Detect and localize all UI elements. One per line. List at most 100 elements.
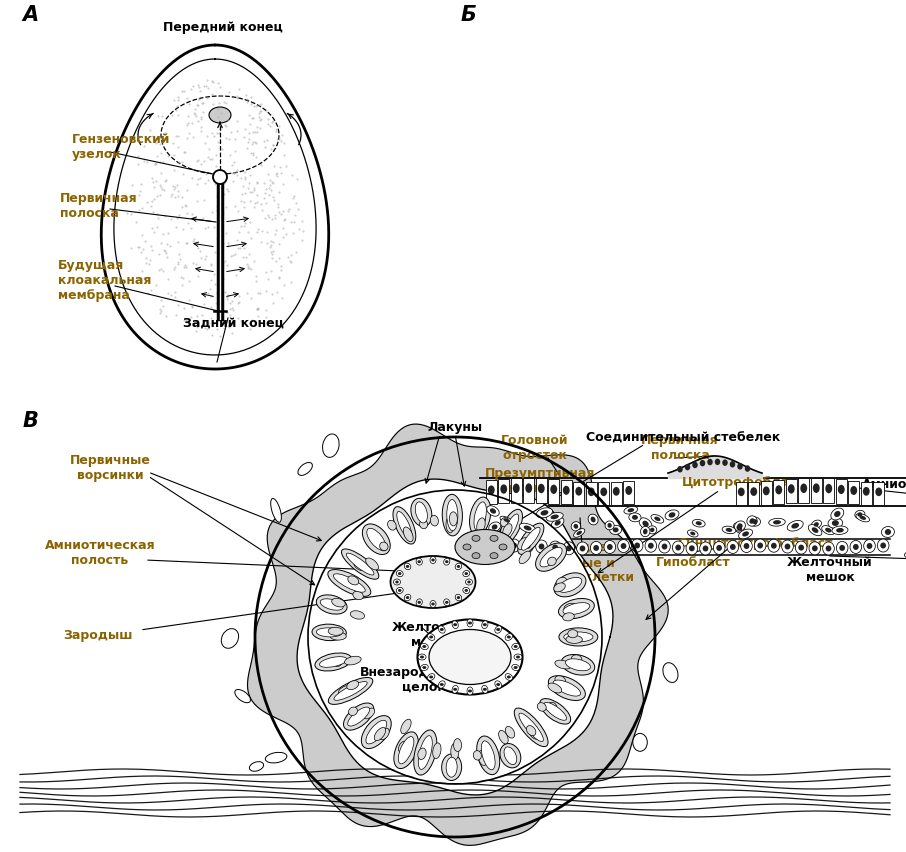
Ellipse shape	[447, 500, 458, 531]
Ellipse shape	[539, 544, 545, 550]
Ellipse shape	[750, 487, 757, 497]
FancyBboxPatch shape	[561, 481, 572, 504]
Ellipse shape	[343, 703, 374, 730]
Ellipse shape	[851, 486, 857, 495]
Ellipse shape	[535, 540, 547, 553]
Ellipse shape	[665, 510, 679, 521]
Ellipse shape	[548, 676, 585, 700]
Ellipse shape	[418, 654, 426, 660]
Ellipse shape	[499, 509, 523, 546]
Ellipse shape	[834, 511, 841, 517]
Ellipse shape	[439, 626, 445, 633]
Ellipse shape	[422, 666, 427, 669]
FancyBboxPatch shape	[548, 480, 559, 504]
Ellipse shape	[856, 514, 870, 522]
Ellipse shape	[618, 540, 630, 553]
Circle shape	[309, 492, 601, 783]
Ellipse shape	[415, 503, 428, 523]
Ellipse shape	[812, 545, 818, 552]
Ellipse shape	[429, 636, 433, 639]
Ellipse shape	[500, 485, 507, 494]
Ellipse shape	[692, 462, 698, 469]
Ellipse shape	[320, 657, 347, 667]
Ellipse shape	[400, 719, 411, 734]
Ellipse shape	[506, 727, 515, 738]
Text: Гензеновский
узелок: Гензеновский узелок	[72, 133, 170, 161]
Ellipse shape	[477, 514, 486, 525]
Ellipse shape	[568, 630, 578, 638]
FancyBboxPatch shape	[511, 478, 522, 504]
Ellipse shape	[577, 543, 588, 556]
Ellipse shape	[445, 602, 448, 604]
Ellipse shape	[477, 736, 500, 774]
Ellipse shape	[563, 486, 570, 495]
Ellipse shape	[825, 546, 832, 552]
Ellipse shape	[752, 520, 757, 525]
Ellipse shape	[540, 699, 571, 724]
Ellipse shape	[554, 521, 561, 526]
Ellipse shape	[877, 539, 889, 552]
FancyBboxPatch shape	[598, 483, 609, 505]
FancyBboxPatch shape	[835, 480, 847, 504]
Ellipse shape	[503, 515, 518, 541]
Ellipse shape	[482, 621, 488, 629]
Ellipse shape	[398, 590, 401, 592]
Text: Синцитиотрофобласт: Синцитиотрофобласт	[678, 536, 833, 549]
Ellipse shape	[339, 686, 352, 695]
Ellipse shape	[418, 619, 523, 694]
Ellipse shape	[625, 486, 632, 495]
Ellipse shape	[518, 523, 544, 555]
Ellipse shape	[556, 578, 566, 586]
Ellipse shape	[380, 728, 390, 740]
Ellipse shape	[768, 539, 780, 553]
Ellipse shape	[882, 527, 894, 538]
Ellipse shape	[508, 539, 520, 552]
Ellipse shape	[312, 625, 346, 641]
Text: Головной
отросток: Головной отросток	[501, 434, 569, 462]
Ellipse shape	[822, 526, 835, 535]
Ellipse shape	[722, 527, 736, 534]
Ellipse shape	[418, 748, 426, 760]
FancyBboxPatch shape	[748, 482, 759, 505]
Ellipse shape	[333, 574, 365, 592]
Ellipse shape	[828, 518, 843, 529]
Ellipse shape	[744, 544, 749, 550]
Text: Лакуны: Лакуны	[428, 421, 483, 434]
Ellipse shape	[554, 584, 565, 592]
Ellipse shape	[808, 525, 822, 536]
Ellipse shape	[853, 544, 859, 550]
Ellipse shape	[631, 539, 643, 552]
Ellipse shape	[525, 543, 531, 549]
Ellipse shape	[249, 762, 264, 771]
Ellipse shape	[885, 529, 892, 535]
Ellipse shape	[465, 573, 468, 575]
Ellipse shape	[863, 540, 875, 553]
Ellipse shape	[800, 484, 807, 493]
Text: Соединительный стебелек: Соединительный стебелек	[586, 431, 780, 444]
Ellipse shape	[639, 518, 652, 530]
Ellipse shape	[444, 599, 450, 606]
Ellipse shape	[431, 559, 435, 561]
Ellipse shape	[390, 556, 476, 608]
Ellipse shape	[481, 541, 493, 554]
Ellipse shape	[472, 536, 480, 542]
Ellipse shape	[850, 541, 862, 554]
Ellipse shape	[628, 509, 634, 513]
Ellipse shape	[492, 525, 497, 530]
Ellipse shape	[685, 464, 690, 471]
Ellipse shape	[696, 521, 702, 526]
Ellipse shape	[863, 487, 870, 496]
Ellipse shape	[688, 530, 698, 538]
Ellipse shape	[445, 561, 448, 563]
Ellipse shape	[881, 543, 886, 549]
FancyBboxPatch shape	[486, 481, 496, 504]
FancyBboxPatch shape	[573, 482, 584, 505]
Ellipse shape	[551, 515, 559, 520]
Ellipse shape	[388, 521, 396, 531]
Ellipse shape	[481, 741, 495, 770]
Ellipse shape	[495, 626, 502, 633]
Ellipse shape	[393, 507, 416, 544]
Ellipse shape	[563, 542, 574, 556]
Ellipse shape	[428, 634, 435, 641]
Ellipse shape	[346, 554, 374, 575]
